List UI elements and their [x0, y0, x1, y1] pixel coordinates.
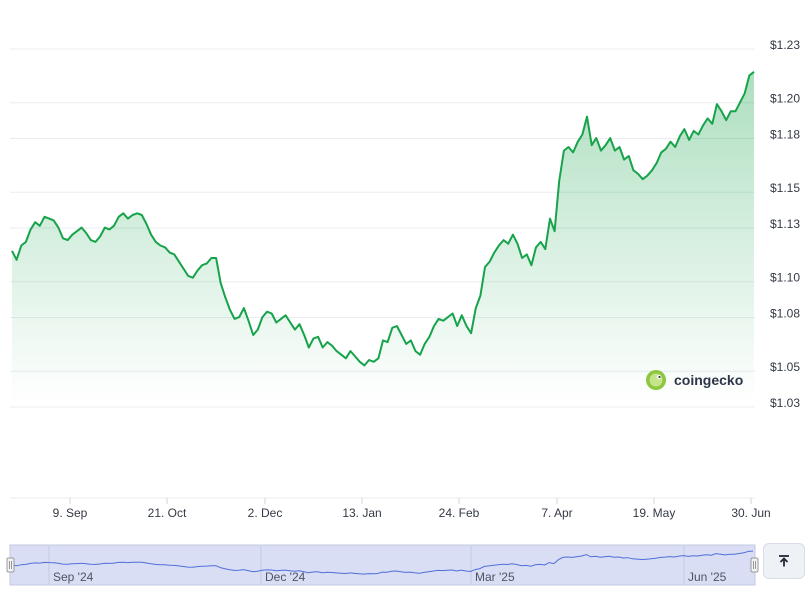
- gecko-logo-icon: [646, 370, 666, 390]
- y-tick-label: $1.05: [770, 360, 800, 374]
- x-tick-label: 30. Jun: [731, 506, 770, 520]
- price-area-fill: [12, 71, 754, 404]
- x-tick-label: 9. Sep: [53, 506, 88, 520]
- y-tick-label: $1.18: [770, 128, 800, 142]
- y-tick-label: $1.13: [770, 217, 800, 231]
- y-tick-label: $1.10: [770, 271, 800, 285]
- y-axis: $1.23 $1.20 $1.18 $1.15 $1.13 $1.10 $1.08 $1.05…: [770, 38, 800, 410]
- x-tick-label: 2. Dec: [248, 506, 283, 520]
- y-tick-label: $1.20: [770, 92, 800, 106]
- x-tick-label: 19. May: [633, 506, 676, 520]
- price-line[interactable]: [11, 71, 755, 367]
- y-tick-label: $1.23: [770, 38, 800, 52]
- coingecko-watermark: coingecko: [646, 370, 743, 390]
- navigator-label: Dec '24: [265, 570, 306, 584]
- x-axis: 9. Sep 21. Oct 2. Dec 13. Jan 24. Feb 7. Apr 1…: [53, 498, 771, 520]
- x-tick-label: 24. Feb: [439, 506, 480, 520]
- y-tick-label: $1.15: [770, 181, 800, 195]
- navigator-selected-range[interactable]: [9, 544, 756, 586]
- scroll-to-top-button[interactable]: [763, 543, 805, 579]
- navigator-left-handle[interactable]: [6, 557, 15, 573]
- x-tick-label: 21. Oct: [148, 506, 187, 520]
- navigator-line: [11, 550, 754, 575]
- x-tick-label: 13. Jan: [342, 506, 381, 520]
- navigator-label: Mar '25: [475, 570, 515, 584]
- navigator-label: Sep '24: [53, 570, 94, 584]
- watermark-text: coingecko: [674, 372, 743, 388]
- navigator-label: Jun '25: [688, 570, 727, 584]
- range-navigator[interactable]: Sep '24 Dec '24 Mar '25 Jun '25: [6, 544, 759, 586]
- arrow-up-to-line-icon: [779, 555, 789, 567]
- y-tick-label: $1.08: [770, 307, 800, 321]
- y-tick-label: $1.03: [770, 396, 800, 410]
- x-tick-label: 7. Apr: [541, 506, 572, 520]
- navigator-right-handle[interactable]: [750, 557, 759, 573]
